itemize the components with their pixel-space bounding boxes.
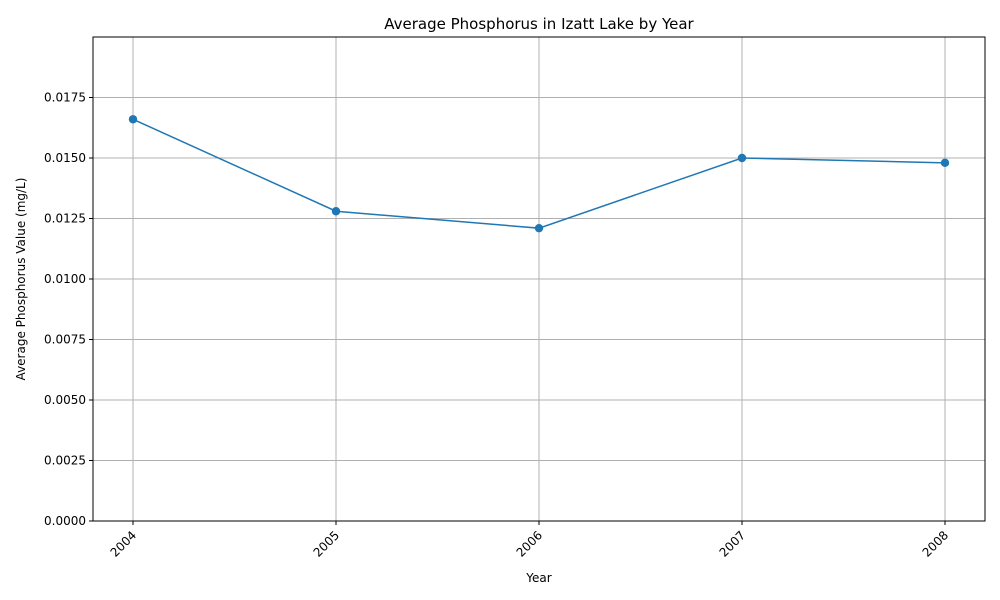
series [128,115,950,233]
y-tick-label: 0.0150 [44,151,86,165]
y-tick-label: 0.0025 [44,454,86,468]
chart-title: Average Phosphorus in Izatt Lake by Year [384,15,694,33]
y-tick-label: 0.0125 [44,212,86,226]
x-tick-label: 2006 [514,528,545,559]
x-tick-label: 2004 [108,528,139,559]
x-axis: 2004 2005 2006 2007 2008 [108,521,951,560]
y-tick-label: 0.0100 [44,272,86,286]
grid [93,37,985,522]
y-axis-label: Average Phosphorus Value (mg/L) [14,178,28,381]
data-point [940,158,950,168]
y-tick-label: 0.0000 [44,514,86,528]
data-point [534,223,544,233]
y-tick-label: 0.0175 [44,91,86,105]
data-point [737,153,747,163]
y-tick-label: 0.0075 [44,333,86,347]
y-tick-label: 0.0050 [44,393,86,407]
data-point [331,207,341,216]
x-tick-label: 2007 [717,528,748,559]
x-tick-label: 2008 [920,528,951,559]
y-axis: 0.0000 0.0025 0.0050 0.0075 0.0100 0.0125 0.01… [44,91,93,528]
data-point [128,115,138,124]
x-axis-label: Year [525,571,551,585]
x-tick-label: 2005 [311,528,342,559]
